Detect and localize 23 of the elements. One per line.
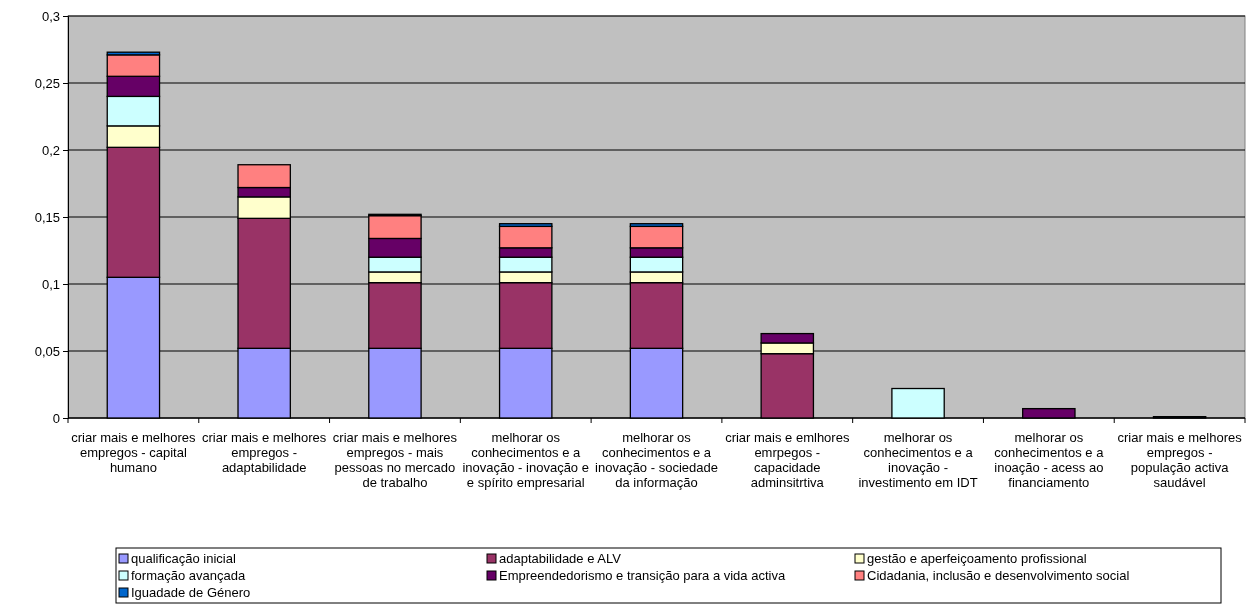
legend-label: adaptabilidade e ALV	[499, 551, 622, 566]
legend-label: qualificação inicial	[131, 551, 236, 566]
y-tick-label: 0,1	[41, 276, 60, 292]
legend-label: Iguadade de Género	[131, 585, 251, 600]
legend-label: gestão e aperfeiçoamento profissional	[867, 551, 1087, 566]
legend-label: Empreendedorismo e transição para a vida activa	[499, 568, 786, 583]
x-tick-label: criar mais e melhores empregos - adaptabilidade	[202, 430, 327, 475]
y-tick-label: 0,2	[41, 142, 60, 158]
x-tick-label: criar mais e melhores empregos - população activa saudável	[1117, 430, 1243, 490]
legend-label: Cidadania, inclusão e desenvolvimento social	[867, 568, 1130, 583]
y-tick-label: 0	[52, 410, 60, 426]
x-tick-label: melhorar os conhecimentos e a inovação - inovação e e spírito empresarial	[462, 430, 589, 490]
y-tick-label: 0,05	[34, 343, 60, 359]
x-tick-label: melhorar os conhecimentos e a inovação - investimento em IDT	[858, 430, 978, 490]
x-tick-label: melhorar os conhecimentos e a inoação - acess ao financiamento	[994, 430, 1105, 490]
x-tick-label: melhorar os conhecimentos e a inovação - sociedade da informação	[595, 430, 718, 490]
legend-label: formação avançada	[131, 568, 246, 583]
y-tick-label: 0,15	[34, 209, 60, 225]
y-tick-label: 0,3	[41, 8, 60, 24]
x-tick-label: criar mais e emlhores emrpegos - capacidade adminsitrtiva	[725, 430, 850, 490]
x-tick-label: criar mais e melhores empregos - mais pessoas no mercado de trabalho	[332, 430, 458, 490]
x-tick-label: criar mais e melhores empregos - capital humano	[71, 430, 197, 475]
y-tick-label: 0,25	[34, 75, 60, 91]
